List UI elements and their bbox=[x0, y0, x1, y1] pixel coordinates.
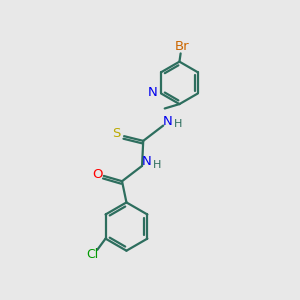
Text: N: N bbox=[163, 115, 173, 128]
Text: N: N bbox=[148, 86, 158, 99]
Text: O: O bbox=[92, 168, 103, 181]
Text: Br: Br bbox=[175, 40, 190, 53]
Text: Cl: Cl bbox=[86, 248, 98, 261]
Text: N: N bbox=[142, 155, 152, 168]
Text: S: S bbox=[112, 127, 121, 140]
Text: H: H bbox=[153, 160, 161, 170]
Text: H: H bbox=[174, 119, 183, 129]
